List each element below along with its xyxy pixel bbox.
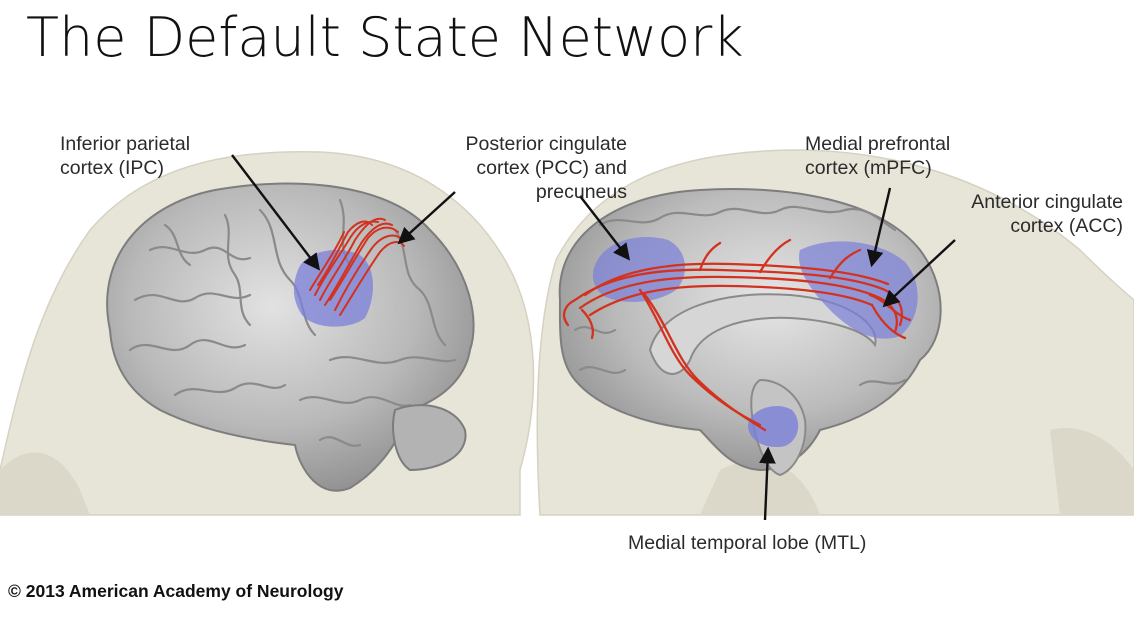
left-brain-lateral bbox=[106, 182, 475, 492]
acc-label-line-2: cortex (ACC) bbox=[1010, 215, 1123, 237]
copyright-notice: © 2013 American Academy of Neurology bbox=[8, 581, 344, 601]
ipc-label-line-1: Inferior parietal bbox=[60, 133, 191, 155]
right-brain-medial bbox=[558, 188, 942, 477]
ipc-fiber-bundle bbox=[309, 217, 405, 316]
acc-label: Anterior cingulate cortex (ACC) bbox=[915, 190, 1123, 238]
mpfc-label-line-2: cortex (mPFC) bbox=[805, 157, 932, 179]
ipc-label: Inferior parietal cortex (IPC) bbox=[60, 132, 190, 180]
ipc-arrow-icon bbox=[231, 154, 321, 271]
pcc-arrow-icon-right bbox=[579, 195, 631, 261]
mpfc-label: Medial prefrontal cortex (mPFC) bbox=[805, 132, 950, 180]
mtl-label: Medial temporal lobe (MTL) bbox=[628, 532, 867, 554]
pcc-label: Posterior cingulate cortex (PCC) and pre… bbox=[412, 132, 627, 204]
ipc-region-highlight bbox=[293, 250, 374, 327]
pcc-label-line-3: precuneus bbox=[535, 181, 627, 203]
pcc-label-line-2: cortex (PCC) and bbox=[476, 157, 627, 179]
brain-illustration bbox=[0, 149, 1134, 521]
pcc-arrow-icon-left bbox=[397, 191, 456, 245]
mpfc-label-line-1: Medial prefrontal bbox=[805, 133, 951, 155]
acc-arrow-icon bbox=[882, 239, 956, 308]
page-title: The Default State Network bbox=[26, 6, 744, 69]
mpfc-arrow-icon bbox=[866, 187, 892, 268]
pcc-label-line-1: Posterior cingulate bbox=[465, 133, 627, 155]
mtl-region-highlight bbox=[748, 405, 799, 448]
ipc-label-line-2: cortex (IPC) bbox=[60, 157, 165, 179]
mtl-arrow-icon bbox=[759, 446, 776, 521]
acc-label-line-1: Anterior cingulate bbox=[971, 191, 1123, 213]
